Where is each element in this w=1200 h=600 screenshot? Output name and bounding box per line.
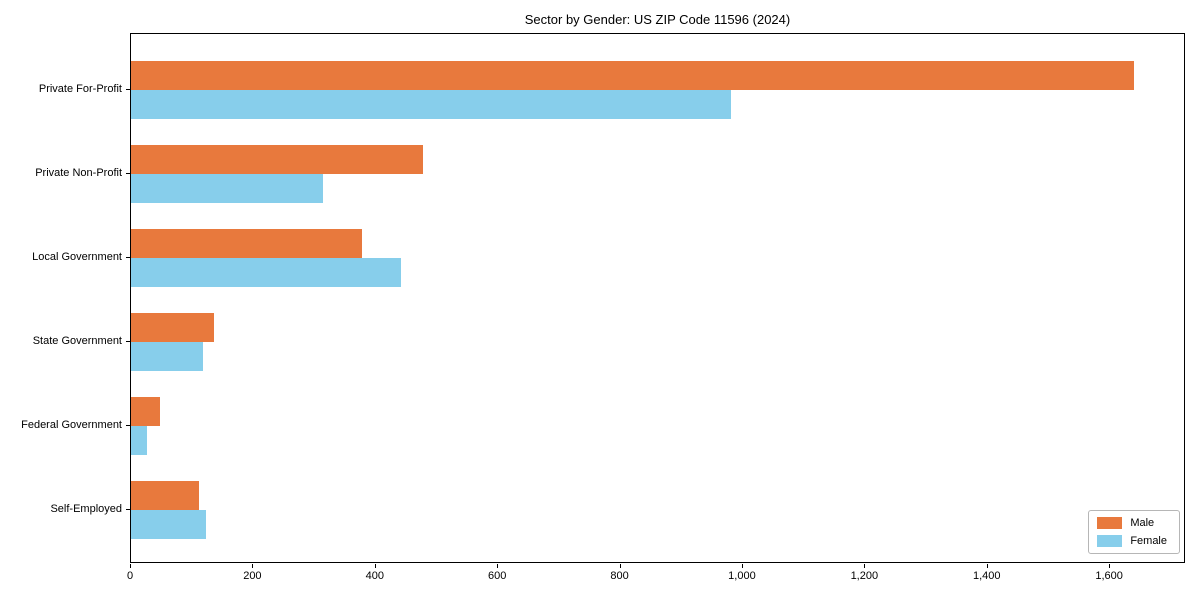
bar-female-local-government — [131, 258, 401, 287]
legend-label-female: Female — [1130, 535, 1167, 547]
x-tick-mark — [1109, 564, 1111, 568]
y-axis-labels: Private For-Profit Private Non-Profit Loca… — [0, 33, 122, 563]
y-tick-label-private-for-profit: Private For-Profit — [38, 83, 122, 95]
y-tick-mark — [126, 425, 130, 426]
legend-item-male: Male — [1097, 517, 1167, 529]
x-tick-label-1400: 1,400 — [972, 570, 1001, 582]
x-tick-label-1600: 1,600 — [1095, 570, 1123, 582]
x-axis-labels: 0 200 400 600 800 1,000 1,200 1,400 1,600 — [126, 570, 1185, 586]
bar-female-federal-government — [131, 426, 147, 455]
x-tick-mark — [619, 564, 621, 568]
bar-male-private-for-profit — [131, 61, 1134, 90]
y-tick-mark — [126, 257, 130, 258]
x-tick-mark — [741, 564, 743, 568]
chart-title: Sector by Gender: US ZIP Code 11596 (202… — [524, 12, 791, 27]
legend-swatch-male — [1097, 517, 1123, 529]
bar-male-private-non-profit — [131, 145, 423, 174]
bar-female-private-for-profit — [131, 90, 732, 119]
bar-male-federal-government — [131, 397, 161, 426]
x-tick-mark — [497, 564, 499, 568]
legend-swatch-female — [1097, 535, 1123, 547]
x-tick-label-1000: 1,000 — [728, 570, 756, 582]
bar-male-local-government — [131, 229, 362, 258]
bar-female-self-employed — [131, 510, 206, 539]
x-tick-label-1200: 1,200 — [850, 570, 879, 582]
y-tick-label-self-employed: Self-Employed — [50, 503, 122, 515]
legend-label-male: Male — [1130, 517, 1155, 529]
y-tick-label-local-government: Local Government — [32, 251, 122, 263]
x-tick-label-400: 400 — [365, 570, 384, 582]
bar-female-private-non-profit — [131, 174, 323, 203]
x-tick-label-200: 200 — [243, 570, 262, 582]
y-tick-mark — [126, 509, 130, 510]
legend: Male Female — [1088, 510, 1180, 554]
legend-item-female: Female — [1097, 535, 1167, 547]
y-tick-label-state-government: State Government — [32, 335, 122, 347]
y-tick-label-private-non-profit: Private Non-Profit — [35, 167, 122, 179]
x-tick-mark — [986, 564, 988, 568]
y-tick-mark — [126, 173, 130, 174]
bar-male-state-government — [131, 313, 215, 342]
x-tick-mark — [374, 564, 376, 568]
x-tick-label-0: 0 — [126, 570, 134, 582]
y-tick-mark — [126, 341, 130, 342]
y-tick-mark — [126, 89, 130, 90]
plot-area: Male Female — [130, 33, 1185, 563]
x-tick-label-600: 600 — [487, 570, 507, 582]
x-tick-mark — [864, 564, 866, 568]
x-tick-mark — [130, 564, 131, 568]
x-tick-label-800: 800 — [610, 570, 629, 582]
x-tick-mark — [252, 564, 254, 568]
bar-male-self-employed — [131, 481, 200, 510]
y-tick-label-federal-government: Federal Government — [21, 419, 122, 431]
bar-female-state-government — [131, 342, 204, 371]
